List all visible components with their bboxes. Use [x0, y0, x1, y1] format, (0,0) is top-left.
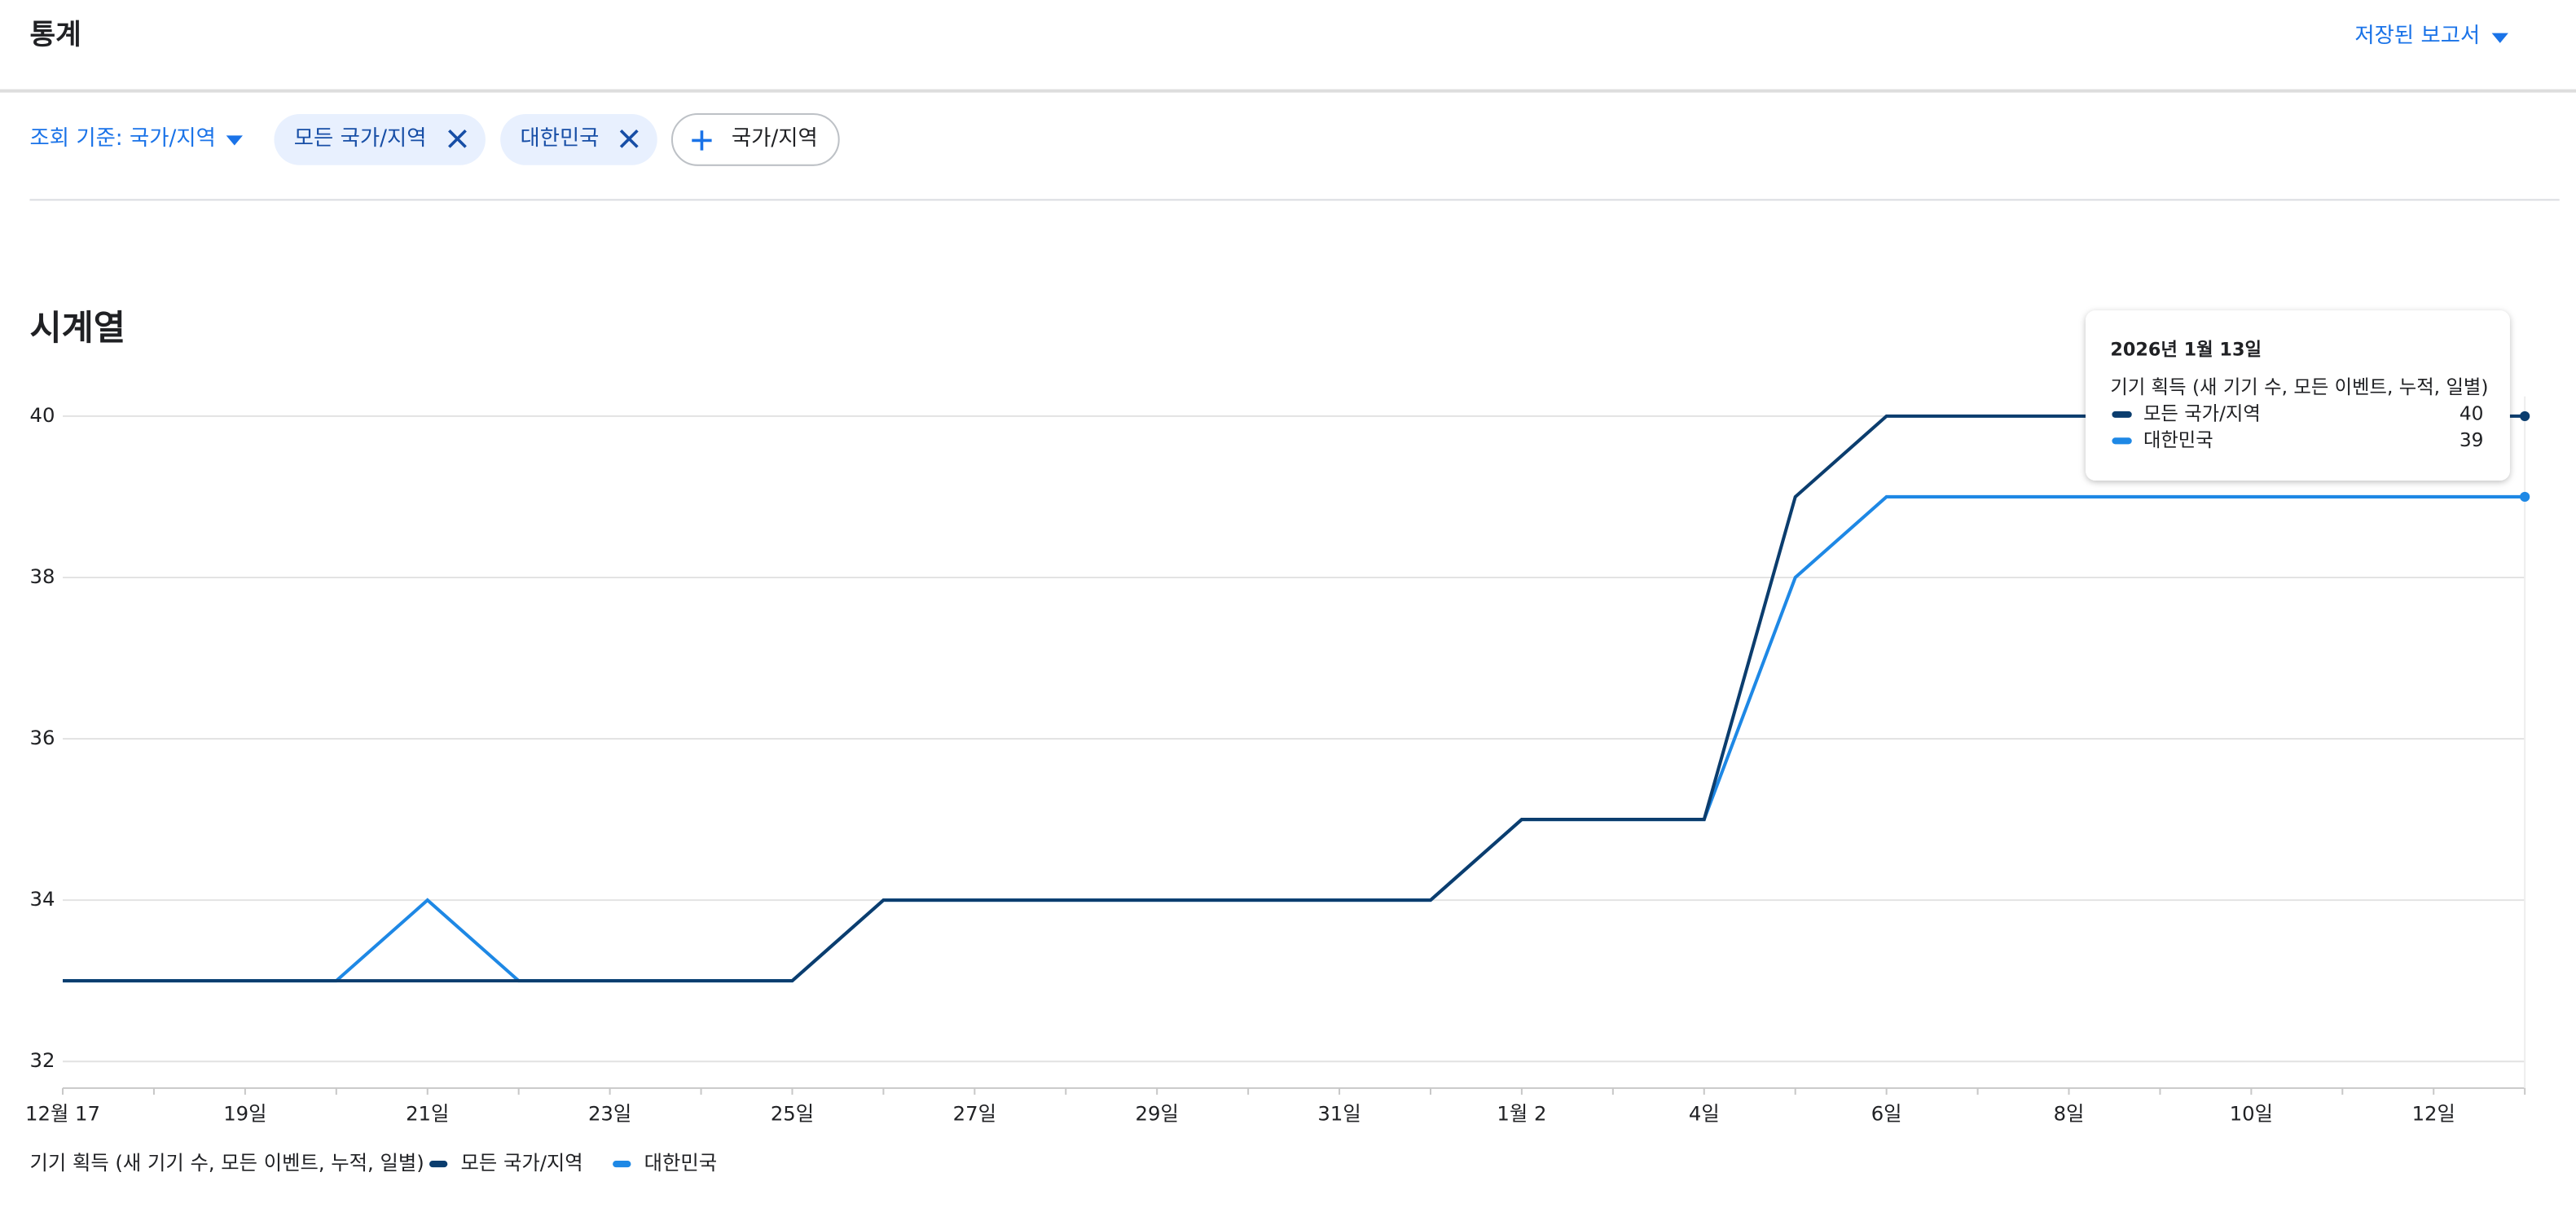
add-label: 국가/지역 [732, 126, 818, 151]
y-tick-label: 36 [29, 726, 55, 749]
dropdown-icon[interactable] [2491, 33, 2508, 43]
x-tick-label: 29일 [1136, 1101, 1179, 1125]
hover-point [2520, 491, 2530, 503]
x-tick-label: 23일 [588, 1101, 631, 1125]
chip-remove[interactable] [448, 129, 467, 148]
legend-swatch [429, 1161, 448, 1168]
x-tick-label: 12일 [2412, 1101, 2455, 1125]
x-tick-label: 10일 [2230, 1101, 2273, 1125]
y-tick-label: 40 [29, 403, 55, 427]
page-title: 통계 [29, 19, 81, 51]
chip-label: 대한민국 [520, 126, 599, 151]
hover-point [2520, 411, 2530, 421]
view-by[interactable]: 조회 기준: 국가/지역 [29, 126, 215, 151]
saved-reports[interactable]: 저장된 보고서 [2354, 24, 2480, 48]
x-tick-label: 21일 [406, 1101, 449, 1125]
x-tick-label: 31일 [1317, 1101, 1361, 1125]
plot: 32 34 36 38 40 12월 17 19일 21일 23일 25일 27일 29일 31일 1월 … [25, 396, 2530, 1175]
x-tick-label: 1월 2 [1497, 1101, 1546, 1125]
tooltip-swatch [2112, 437, 2132, 445]
y-tick-label: 32 [29, 1048, 55, 1072]
legend-label: 모든 국가/지역 [461, 1151, 583, 1175]
x-tick-label: 6일 [1871, 1101, 1902, 1125]
header-shadow [0, 89, 2576, 93]
x-tick-label: 27일 [953, 1101, 996, 1125]
filter-chip[interactable] [500, 113, 657, 165]
add-filter[interactable] [670, 112, 840, 166]
legend-metric: 기기 획득 (새 기기 수, 모든 이벤트, 누적, 일별) [29, 1151, 424, 1175]
x-tick-label: 4일 [1689, 1101, 1720, 1125]
filter-chip[interactable] [274, 113, 486, 165]
x-tick-label: 25일 [771, 1101, 814, 1125]
add-icon [692, 130, 712, 151]
series-line [63, 414, 2525, 983]
y-tick-label: 38 [29, 564, 55, 588]
tooltip-value: 40 [2460, 402, 2484, 424]
section-title: 시계열 [29, 308, 125, 349]
tooltip-metric: 기기 획득 (새 기기 수, 모든 이벤트, 누적, 일별) [2110, 376, 2488, 398]
chip-label: 모든 국가/지역 [294, 126, 427, 151]
tooltip-date: 2026년 1월 13일 [2110, 339, 2262, 360]
x-tick-label: 12월 17 [25, 1101, 100, 1125]
tooltip-value: 39 [2460, 429, 2484, 451]
chip-remove[interactable] [619, 129, 639, 148]
dropdown-icon[interactable] [226, 135, 243, 146]
tooltip-series: 모든 국가/지역 [2143, 402, 2261, 424]
tooltip-series: 대한민국 [2143, 429, 2213, 451]
legend-swatch [613, 1161, 631, 1168]
header-bar [0, 0, 2576, 91]
tooltip-swatch [2112, 411, 2132, 418]
y-tick-label: 34 [29, 887, 55, 911]
x-tick-label: 8일 [2054, 1101, 2085, 1125]
tooltip-box [2086, 310, 2510, 481]
x-tick-label: 19일 [223, 1101, 266, 1125]
legend-label: 대한민국 [644, 1151, 717, 1175]
